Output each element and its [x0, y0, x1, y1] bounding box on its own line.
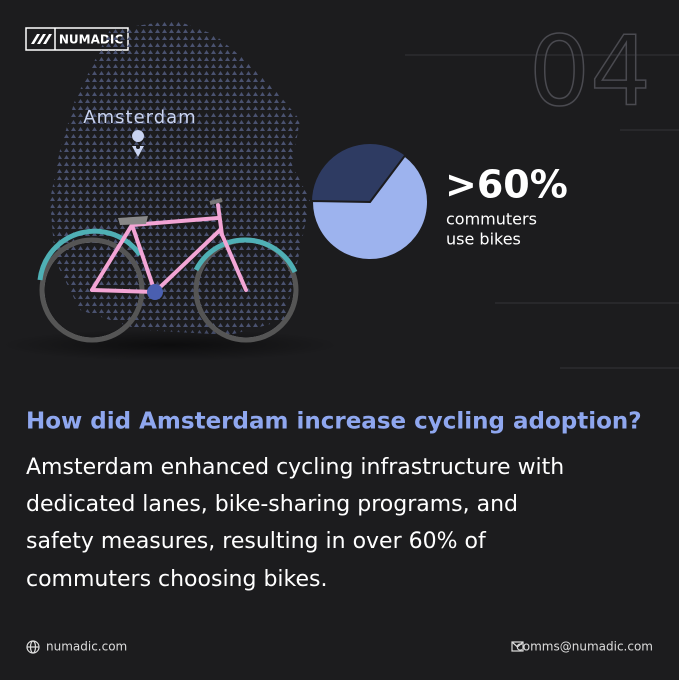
body-line: dedicated lanes, bike-sharing programs, …: [26, 492, 518, 517]
email[interactable]: comms@numadic.com: [516, 640, 653, 654]
bicycle: [0, 198, 340, 361]
city-label: Amsterdam: [83, 107, 196, 128]
heading: How did Amsterdam increase cycling adopt…: [26, 409, 642, 435]
pie-chart: [311, 144, 429, 261]
body: Amsterdam enhanced cycling infrastructur…: [26, 455, 564, 592]
body-line: Amsterdam enhanced cycling infrastructur…: [26, 455, 564, 480]
pin: [132, 130, 145, 157]
website[interactable]: numadic.com: [46, 640, 127, 654]
pin-dot: [136, 145, 140, 149]
pie-slice: [311, 154, 429, 261]
body-line: commuters choosing bikes.: [26, 567, 327, 592]
caption: commuters: [446, 210, 537, 229]
globe-icon: [26, 640, 40, 654]
decor-lines: [405, 54, 679, 369]
caption: use bikes: [446, 230, 521, 249]
mail-icon: [511, 641, 524, 652]
value-label: >60%: [445, 163, 568, 207]
body-line: safety measures, resulting in over 60% o…: [26, 529, 487, 554]
page-number: 04: [529, 15, 651, 127]
